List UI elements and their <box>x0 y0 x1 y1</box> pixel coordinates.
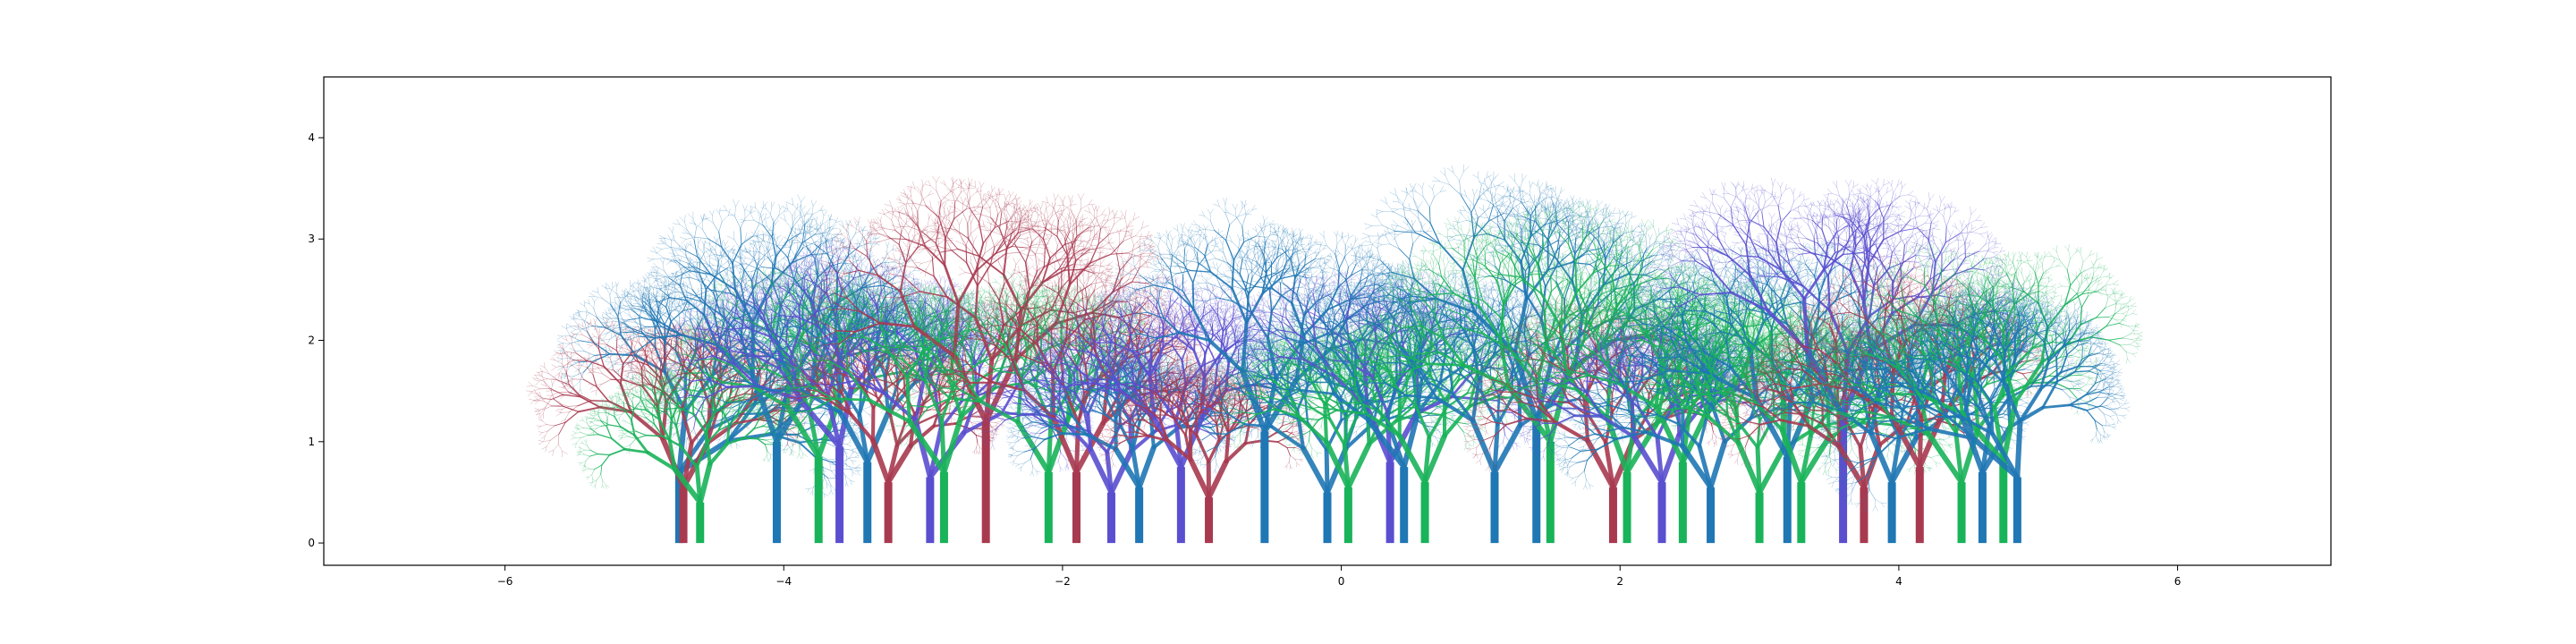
x-tick-label: −6 <box>497 575 513 588</box>
y-tick-label: 3 <box>308 233 315 245</box>
y-tick-label: 4 <box>308 131 315 144</box>
x-tick-label: 6 <box>2174 575 2182 588</box>
x-tick-label: 2 <box>1616 575 1623 588</box>
y-tick-label: 1 <box>308 436 315 448</box>
y-tick-label: 0 <box>308 537 315 549</box>
y-tick-label: 2 <box>308 335 315 347</box>
x-tick-label: 0 <box>1338 575 1345 588</box>
x-tick-label: 4 <box>1895 575 1902 588</box>
x-tick-label: −2 <box>1055 575 1071 588</box>
x-tick-label: −4 <box>775 575 792 588</box>
